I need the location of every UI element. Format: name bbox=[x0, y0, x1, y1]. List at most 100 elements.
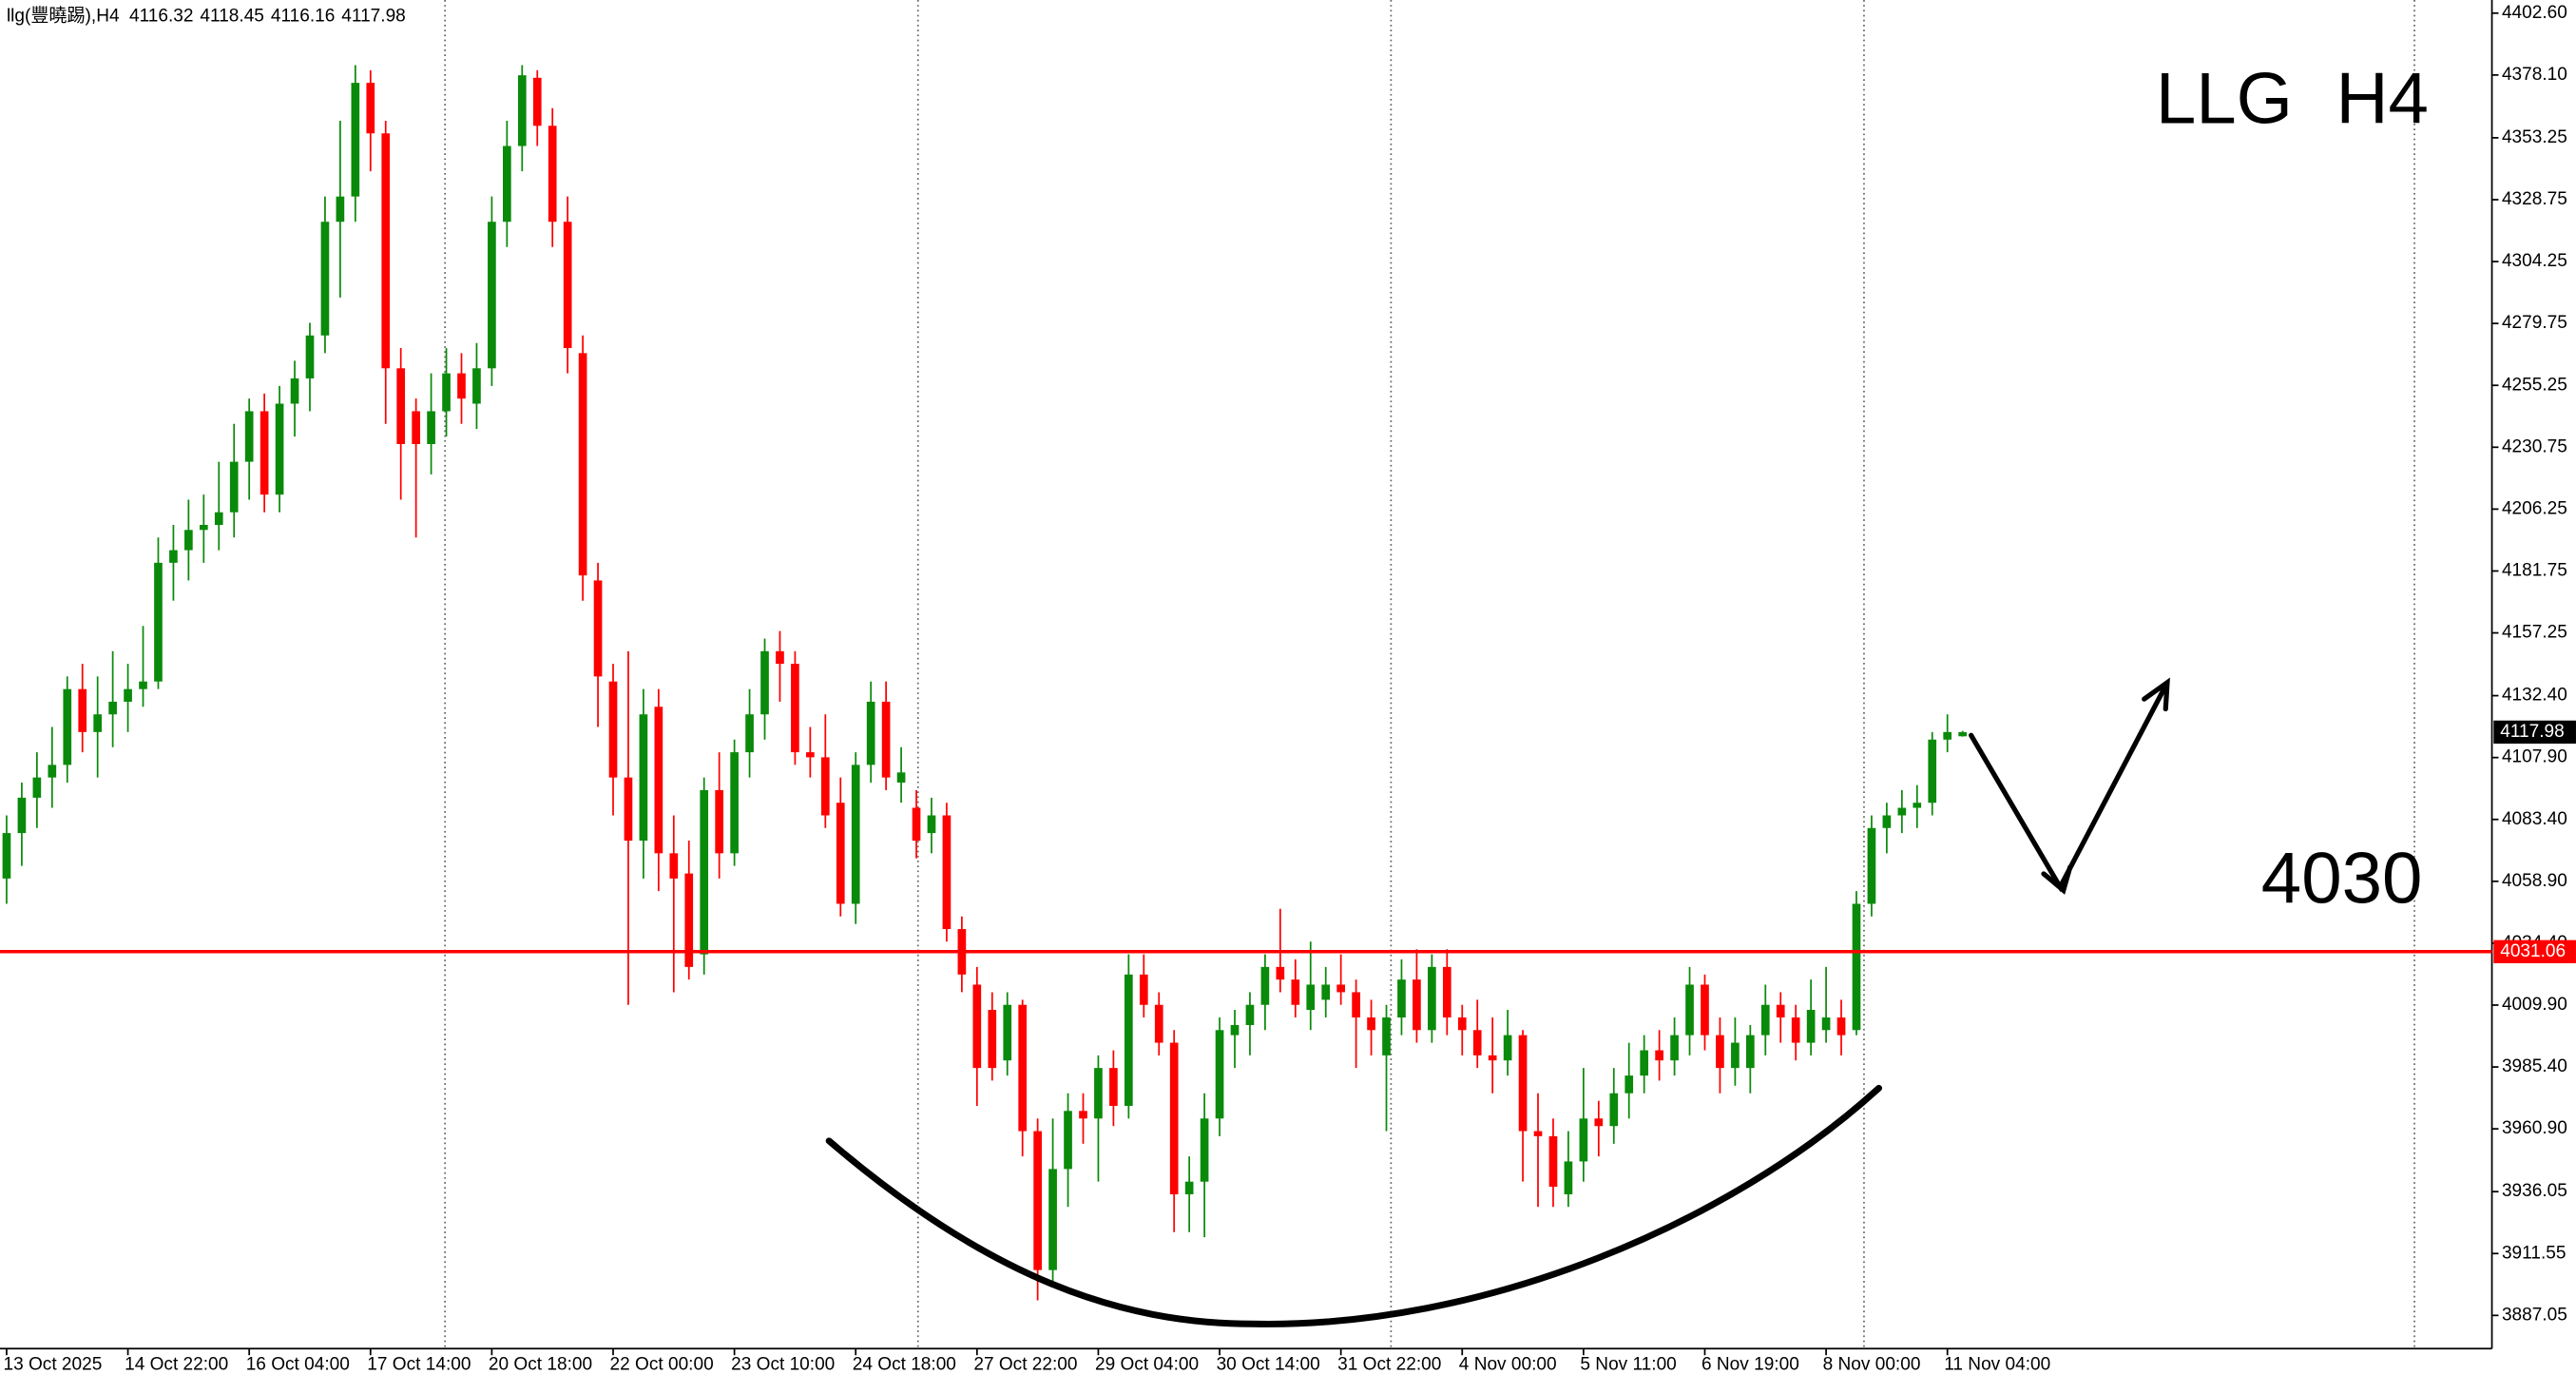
candle-body bbox=[169, 550, 178, 563]
x-tick-label: 24 Oct 18:00 bbox=[853, 1355, 956, 1375]
y-tick-label: 4353.25 bbox=[2502, 127, 2567, 147]
candle-body bbox=[532, 77, 542, 126]
candle-body bbox=[836, 803, 845, 904]
candle-body bbox=[1716, 1035, 1724, 1069]
candle-body bbox=[684, 873, 694, 967]
x-tick-label: 31 Oct 22:00 bbox=[1337, 1355, 1441, 1375]
level-label: 4031.06 bbox=[2500, 941, 2566, 961]
y-tick-label: 4083.40 bbox=[2502, 809, 2567, 829]
candle-body bbox=[1701, 984, 1709, 1036]
candle-body bbox=[1457, 1017, 1467, 1031]
candle-body bbox=[563, 222, 572, 349]
candle-body bbox=[1215, 1030, 1224, 1119]
info-low: 4116.16 bbox=[271, 6, 336, 26]
candle-body bbox=[1291, 979, 1300, 1005]
y-tick-label: 4206.25 bbox=[2502, 498, 2567, 518]
candle-body bbox=[1397, 979, 1406, 1018]
candle-body bbox=[1670, 1035, 1679, 1061]
candle-body bbox=[336, 196, 345, 223]
x-tick-label: 13 Oct 2025 bbox=[3, 1355, 102, 1375]
candle-body bbox=[1488, 1055, 1497, 1061]
candle-body bbox=[1897, 807, 1907, 816]
candle-body bbox=[32, 777, 42, 798]
arrows bbox=[1969, 677, 2170, 895]
chart-title: llg(豐曉踢),H4 bbox=[7, 5, 120, 26]
candle-body bbox=[881, 701, 891, 778]
level-label-box bbox=[2493, 939, 2576, 963]
annotation: LLG H4 bbox=[2156, 58, 2429, 139]
x-tick-label: 11 Nov 04:00 bbox=[1944, 1355, 2050, 1375]
candle-body bbox=[1413, 979, 1421, 1031]
y-tick-label: 4279.75 bbox=[2502, 313, 2567, 333]
candle-body bbox=[1442, 966, 1451, 1018]
candle-body bbox=[1548, 1135, 1558, 1187]
candle-body bbox=[1928, 739, 1937, 804]
candle-body bbox=[1200, 1118, 1209, 1182]
y-tick-label: 4009.90 bbox=[2502, 995, 2567, 1015]
separators bbox=[444, 0, 2415, 1349]
candle-body bbox=[184, 530, 193, 551]
candle-body bbox=[1352, 992, 1360, 1018]
candle-body bbox=[503, 145, 511, 223]
candle-body bbox=[1260, 966, 1270, 1005]
candle-body bbox=[1533, 1131, 1543, 1136]
x-tick-label: 20 Oct 18:00 bbox=[489, 1355, 592, 1375]
plot bbox=[2, 65, 1967, 1301]
candle-body bbox=[1821, 1017, 1831, 1031]
x-tick-label: 4 Nov 00:00 bbox=[1459, 1355, 1557, 1375]
candle-body bbox=[78, 688, 87, 732]
candle-body bbox=[1048, 1169, 1057, 1270]
candle-body bbox=[1867, 827, 1876, 904]
candle-body bbox=[1428, 966, 1436, 1031]
candle-body bbox=[1064, 1111, 1072, 1170]
candle-body bbox=[1579, 1118, 1588, 1162]
candle-body bbox=[412, 411, 420, 444]
x-tick-label: 22 Oct 00:00 bbox=[610, 1355, 714, 1375]
candle-body bbox=[972, 984, 982, 1069]
candle-body bbox=[1655, 1050, 1663, 1061]
candle-body bbox=[472, 368, 481, 404]
candle-body bbox=[229, 461, 239, 513]
x-tick-label: 30 Oct 14:00 bbox=[1217, 1355, 1320, 1375]
candle-body bbox=[396, 368, 406, 444]
y-tick-label: 4058.90 bbox=[2502, 871, 2567, 891]
candle-body bbox=[942, 815, 952, 930]
arrow-head bbox=[2142, 677, 2170, 712]
candle-body bbox=[1760, 1004, 1770, 1036]
candle-body bbox=[17, 797, 27, 834]
y-tick-label: 3936.05 bbox=[2502, 1181, 2567, 1201]
candle-body bbox=[320, 222, 330, 336]
x-tick-label: 29 Oct 04:00 bbox=[1095, 1355, 1199, 1375]
x-tick-label: 17 Oct 14:00 bbox=[367, 1355, 471, 1375]
candle-body bbox=[1791, 1017, 1800, 1043]
candle-body bbox=[593, 580, 603, 677]
candle-body bbox=[1079, 1111, 1087, 1119]
candle-body bbox=[2, 833, 11, 879]
annotation: 4030 bbox=[2261, 838, 2423, 919]
candle-body bbox=[154, 562, 163, 682]
y-tick-label: 4255.25 bbox=[2502, 375, 2567, 395]
candle-body bbox=[442, 373, 451, 412]
candle-body bbox=[730, 752, 739, 854]
info-high: 4118.45 bbox=[200, 6, 264, 26]
candle-body bbox=[1564, 1161, 1573, 1194]
y-tick-label: 4304.25 bbox=[2502, 251, 2567, 271]
candle-body bbox=[457, 373, 466, 399]
info-close: 4117.98 bbox=[341, 6, 406, 26]
candle-body bbox=[1336, 984, 1345, 993]
candle-body bbox=[427, 411, 435, 444]
candle-body bbox=[517, 75, 527, 146]
candle-body bbox=[1125, 974, 1133, 1106]
candle-body bbox=[715, 789, 723, 854]
chart-info: llg(豐曉踢),H4 4116.32 4118.45 4116.16 4117.98 bbox=[7, 5, 406, 26]
candle-body bbox=[1184, 1181, 1194, 1194]
cup-curve bbox=[825, 1084, 1883, 1327]
candle-body bbox=[1806, 1010, 1816, 1043]
candle-body bbox=[199, 525, 208, 531]
y-tick-label: 4402.60 bbox=[2502, 3, 2567, 23]
candle-body bbox=[1776, 1004, 1785, 1018]
candle-body bbox=[1852, 903, 1861, 1031]
candle-body bbox=[351, 83, 360, 197]
price-label: 4117.98 bbox=[2500, 722, 2565, 742]
candle-body bbox=[791, 664, 799, 753]
